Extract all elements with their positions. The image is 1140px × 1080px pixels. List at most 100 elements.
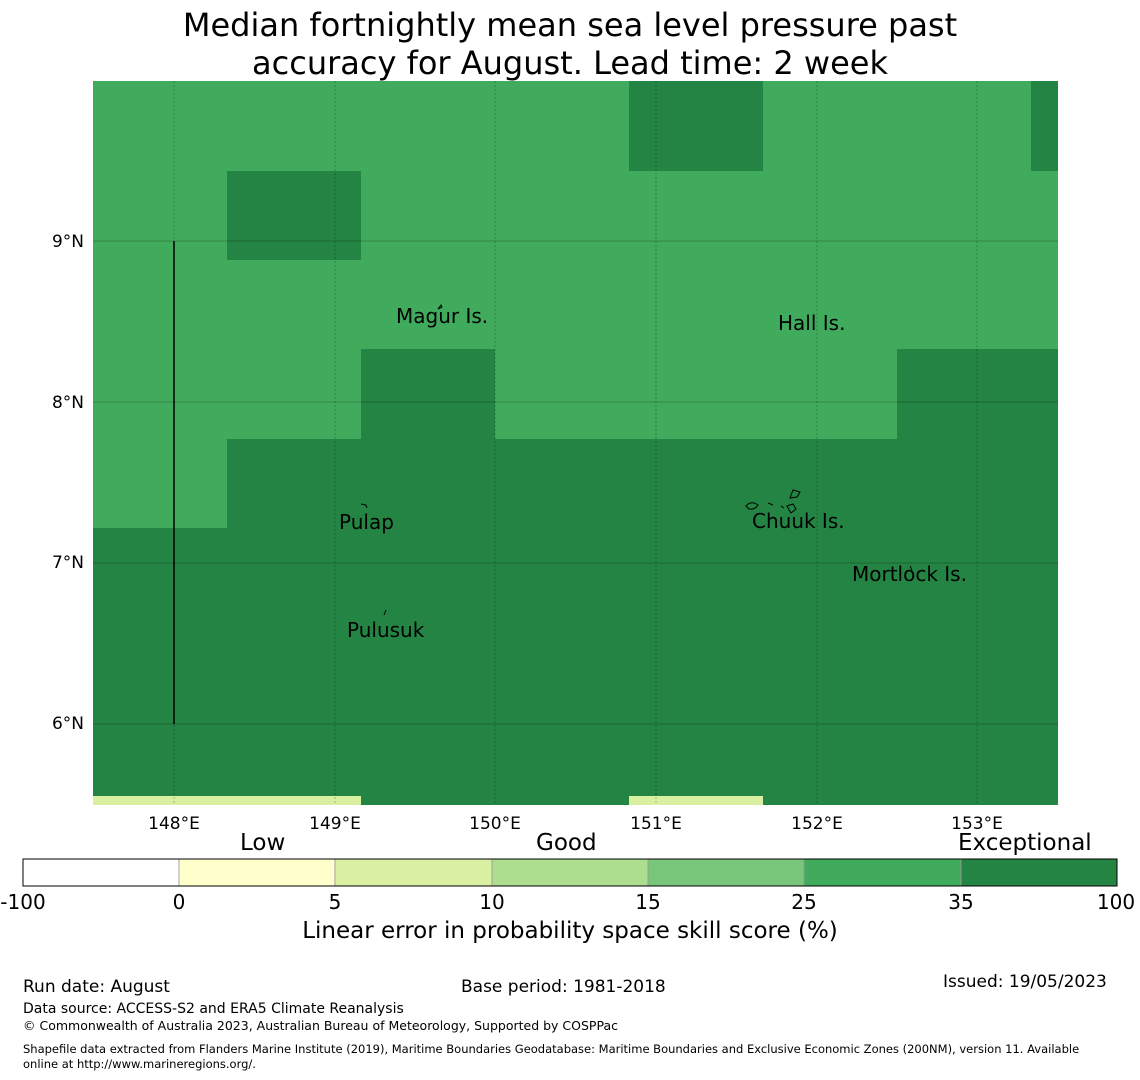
grid-cell [93,171,227,260]
grid-cell [93,617,227,707]
grid-cell [1031,617,1058,707]
grid-cell [93,439,227,528]
grid-cell [897,349,1031,439]
grid-cell [763,707,897,796]
grid-cell [629,171,763,260]
grid-cell [763,349,897,439]
grid-cell [495,171,629,260]
grid-cell [361,528,495,617]
grid-cell [495,81,629,171]
island-label-pulap: Pulap [339,510,394,534]
grid-cell [495,707,629,796]
grid-cell [495,439,629,528]
grid-cell [361,796,495,805]
grid-cell [93,528,227,617]
lat-tick-7n: 7°N [52,553,84,573]
copyright: © Commonwealth of Australia 2023, Austra… [23,1018,618,1033]
grid-cell [629,796,763,805]
grid-cell [227,171,361,260]
colorbar-segments [23,859,1117,886]
island-label-mortlock: Mortlock Is. [852,562,967,586]
colorbar-tick: -100 [0,890,45,914]
grid-cell [495,260,629,349]
grid-cell [1031,171,1058,260]
grid-cell [1031,260,1058,349]
colorbar-word-good: Good [536,830,597,856]
grid-cell [629,81,763,171]
colorbar-segment [648,859,804,886]
grid-cell [495,528,629,617]
shapefile-credit-line-1: Shapefile data extracted from Flanders M… [23,1042,1079,1056]
island-label-magur: Magur Is. [396,304,488,328]
grid-cell [495,617,629,707]
lon-tick-148: 148°E [148,814,200,834]
grid-cell [763,81,897,171]
lon-tick-150: 150°E [469,814,521,834]
grid-cell [897,81,1031,171]
skill-grid [93,81,1058,805]
lon-tick-151: 151°E [630,814,682,834]
grid-cell [897,796,1031,805]
grid-cell [495,796,629,805]
grid-cell [1031,439,1058,528]
grid-cell [93,81,227,171]
grid-cell [227,81,361,171]
colorbar-label: Linear error in probability space skill … [0,918,1140,944]
grid-cell [93,707,227,796]
grid-cell [763,796,897,805]
island-label-pulusuk: Pulusuk [347,618,425,642]
grid-cell [1031,528,1058,617]
grid-cell [1031,707,1058,796]
colorbar-segment [804,859,961,886]
colorbar-segment [961,859,1117,886]
colorbar: -100 0 5 10 15 25 35 100 [0,859,1135,914]
grid-cell [227,349,361,439]
grid-cell [897,617,1031,707]
base-period: Base period: 1981-2018 [461,977,666,997]
grid-cell [763,260,897,349]
grid-cell [629,617,763,707]
grid-cell [93,349,227,439]
colorbar-segment [179,859,335,886]
lon-tick-149: 149°E [309,814,361,834]
grid-cell [227,617,361,707]
grid-cell [361,171,495,260]
colorbar-word-low: Low [240,830,285,856]
grid-cell [897,260,1031,349]
lon-tick-152: 152°E [791,814,843,834]
grid-cell [227,528,361,617]
grid-cell [763,617,897,707]
lat-tick-6n: 6°N [52,714,84,734]
grid-cell [227,707,361,796]
colorbar-tick-labels: -100 0 5 10 15 25 35 100 [0,890,1135,914]
issued-date: Issued: 19/05/2023 [943,972,1107,992]
grid-cell [93,796,227,805]
grid-cell [361,81,495,171]
lat-tick-8n: 8°N [52,393,84,413]
island-label-hall: Hall Is. [778,311,845,335]
grid-cell [227,796,361,805]
grid-cell [361,707,495,796]
colorbar-segment [335,859,492,886]
grid-cell [629,528,763,617]
colorbar-tick: 5 [329,890,342,914]
shapefile-credit-line-2: online at http://www.marineregions.org/. [23,1057,256,1071]
grid-cell [897,439,1031,528]
grid-cell [897,171,1031,260]
colorbar-word-exceptional: Exceptional [958,830,1092,856]
grid-cell [1031,796,1058,805]
run-date: Run date: August [23,977,170,997]
grid-cell [763,171,897,260]
colorbar-tick: 10 [479,890,504,914]
colorbar-tick: 0 [173,890,186,914]
colorbar-tick: 15 [635,890,660,914]
colorbar-segment [492,859,648,886]
island-label-chuuk: Chuuk Is. [752,509,845,533]
grid-cell [629,260,763,349]
lat-tick-9n: 9°N [52,232,84,252]
grid-cell [629,707,763,796]
colorbar-tick: 100 [1097,890,1135,914]
grid-cell [361,349,495,439]
grid-cell [897,707,1031,796]
colorbar-tick: 35 [948,890,973,914]
